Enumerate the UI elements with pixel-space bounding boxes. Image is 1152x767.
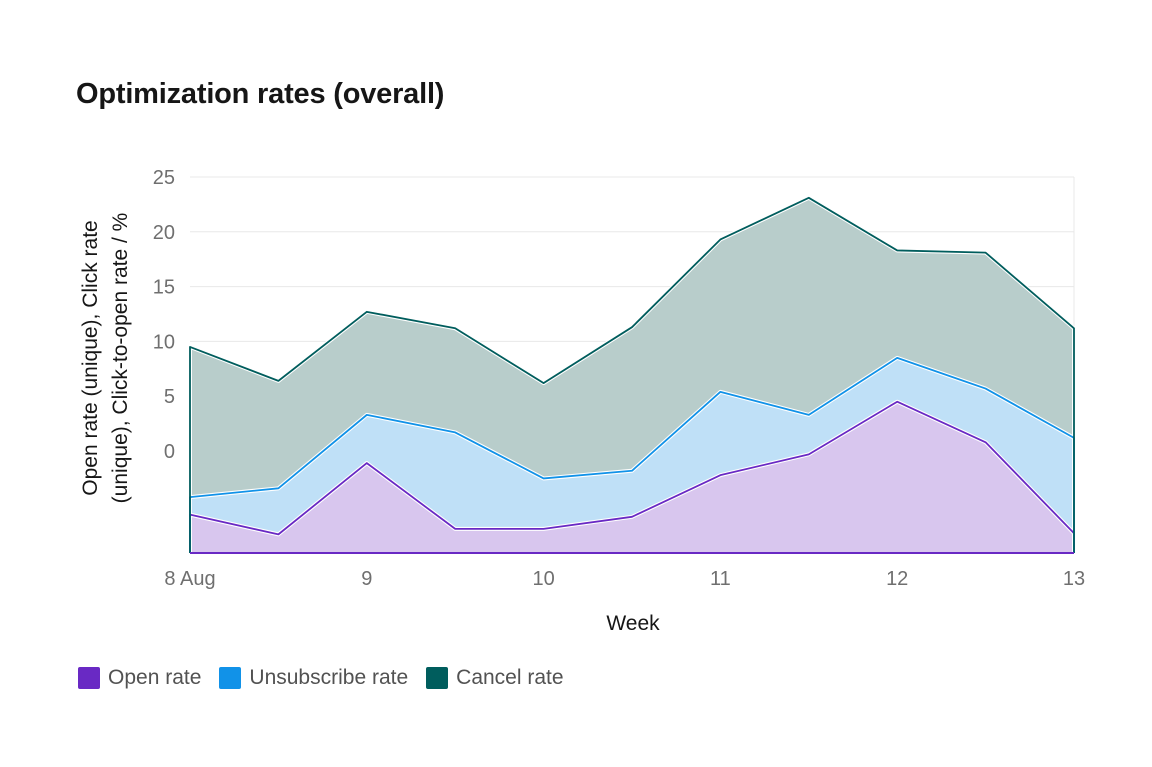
x-tick-label: 13 <box>1063 568 1085 590</box>
legend-item-open-rate[interactable]: Open rate <box>78 666 201 690</box>
legend-swatch-cancel-rate <box>426 667 449 689</box>
x-tick-label: 12 <box>886 568 908 590</box>
tick-labels: 0 5 10 15 20 25 8 Aug 9 10 11 12 13 <box>153 167 1085 590</box>
legend-swatch-open-rate <box>78 667 100 689</box>
legend-label: Cancel rate <box>456 666 564 689</box>
y-axis-label-line-2: (unique), Click-to-open rate / % <box>109 213 132 504</box>
chart-title: Optimization rates (overall) <box>76 78 445 110</box>
legend-item-unsubscribe-rate[interactable]: Unsubscribe rate <box>219 666 408 690</box>
legend-item-cancel-rate[interactable]: Cancel rate <box>426 666 564 690</box>
legend-label: Open rate <box>108 666 202 689</box>
x-tick-label: 11 <box>710 568 731 590</box>
plot-areas <box>188 195 1076 554</box>
area-open-rate <box>190 401 1074 553</box>
y-tick-label: 10 <box>153 331 175 353</box>
x-tick-label: 8 Aug <box>164 568 215 590</box>
legend-label: Unsubscribe rate <box>249 666 409 689</box>
y-tick-label: 5 <box>164 386 175 408</box>
x-tick-label: 10 <box>532 568 554 590</box>
x-tick-label: 9 <box>361 568 372 590</box>
legend: Open rate Unsubscribe rate Cancel rate <box>78 666 582 690</box>
y-axis-label-line-1: Open rate (unique), Click rate <box>79 220 102 495</box>
y-tick-label: 25 <box>153 167 175 189</box>
line-open-rate <box>189 400 1075 553</box>
y-tick-label: 20 <box>153 222 175 244</box>
line-unsubscribe-rate <box>189 356 1075 553</box>
y-tick-label: 0 <box>164 441 175 463</box>
y-tick-label: 15 <box>153 277 175 299</box>
line-cancel-rate <box>189 196 1075 553</box>
legend-swatch-unsubscribe-rate <box>219 667 242 689</box>
x-axis-label: Week <box>606 612 660 635</box>
